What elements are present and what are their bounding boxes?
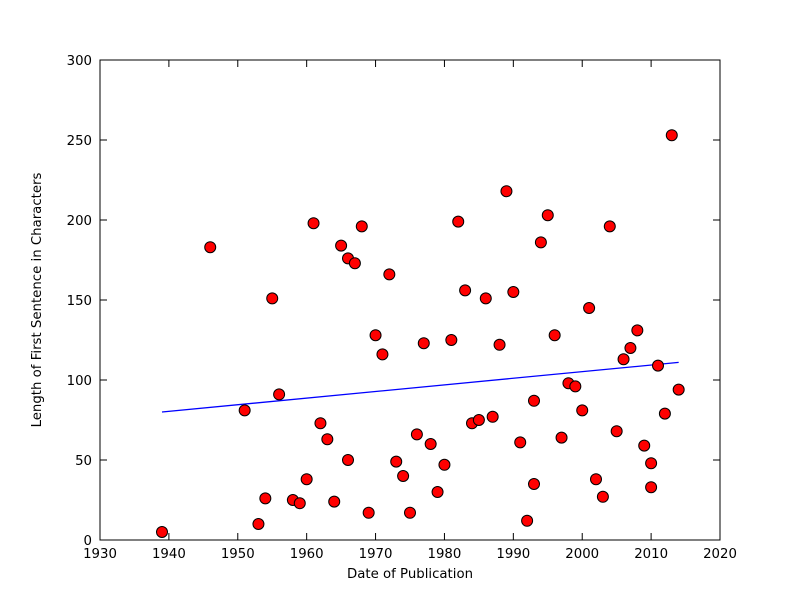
data-point bbox=[479, 292, 492, 305]
x-axis-label: Date of Publication bbox=[347, 567, 473, 582]
data-point bbox=[355, 220, 368, 233]
x-tick-label: 1960 bbox=[290, 547, 324, 562]
axes-frame bbox=[99, 59, 721, 541]
data-point bbox=[500, 185, 513, 198]
x-tick-label: 2020 bbox=[703, 547, 737, 562]
x-tick-label: 1990 bbox=[496, 547, 530, 562]
data-point bbox=[293, 497, 306, 510]
data-point bbox=[624, 342, 637, 354]
y-tick-label: 0 bbox=[84, 534, 92, 549]
x-tick-label: 1940 bbox=[152, 547, 186, 562]
data-point bbox=[534, 236, 547, 249]
data-point bbox=[417, 337, 430, 350]
y-tick-label: 250 bbox=[67, 134, 92, 149]
data-point bbox=[321, 433, 334, 446]
data-point bbox=[631, 324, 644, 337]
data-point bbox=[507, 286, 520, 298]
data-point bbox=[273, 388, 286, 401]
data-point bbox=[397, 470, 410, 482]
data-point bbox=[528, 478, 540, 490]
data-point bbox=[652, 359, 664, 372]
data-point bbox=[596, 490, 609, 503]
data-point bbox=[431, 486, 444, 498]
data-point bbox=[410, 428, 423, 441]
data-point bbox=[583, 302, 596, 314]
data-point bbox=[376, 348, 389, 361]
trend-line bbox=[161, 361, 679, 413]
data-point bbox=[438, 458, 451, 471]
y-tick-label: 300 bbox=[67, 54, 92, 69]
data-point bbox=[521, 514, 534, 527]
data-point bbox=[156, 526, 168, 538]
data-point bbox=[328, 495, 341, 508]
data-point bbox=[590, 473, 602, 486]
y-tick-label: 200 bbox=[67, 214, 92, 229]
data-point bbox=[645, 481, 658, 494]
data-point bbox=[528, 394, 540, 407]
data-point bbox=[445, 334, 458, 346]
data-point bbox=[307, 217, 320, 230]
data-point bbox=[238, 404, 251, 417]
data-point bbox=[404, 506, 416, 519]
data-point bbox=[541, 209, 554, 222]
data-point bbox=[569, 380, 582, 393]
data-point bbox=[452, 215, 465, 228]
y-tick-label: 150 bbox=[67, 294, 92, 309]
data-point bbox=[548, 329, 561, 342]
data-point bbox=[300, 473, 313, 486]
data-point bbox=[342, 454, 354, 466]
data-point bbox=[555, 431, 568, 444]
data-point bbox=[335, 239, 348, 252]
data-point bbox=[259, 492, 272, 505]
data-point bbox=[424, 438, 437, 450]
data-point bbox=[645, 457, 658, 470]
x-tick-label: 1980 bbox=[428, 547, 462, 562]
x-tick-label: 2010 bbox=[634, 547, 668, 562]
data-point bbox=[665, 129, 678, 142]
data-point bbox=[266, 292, 279, 305]
data-point bbox=[617, 353, 630, 366]
data-point bbox=[472, 414, 485, 426]
data-point bbox=[638, 439, 651, 452]
data-point bbox=[658, 407, 671, 420]
data-point bbox=[610, 425, 623, 438]
data-point bbox=[390, 455, 403, 468]
y-tick-label: 50 bbox=[75, 454, 92, 469]
data-point bbox=[348, 257, 361, 270]
data-point bbox=[252, 518, 265, 530]
data-point bbox=[369, 329, 382, 342]
x-tick-label: 1970 bbox=[359, 547, 393, 562]
data-point bbox=[514, 436, 527, 449]
data-point bbox=[314, 417, 327, 430]
y-axis-label: Length of First Sentence in Characters bbox=[30, 173, 45, 428]
data-point bbox=[672, 383, 685, 396]
data-point bbox=[603, 220, 616, 233]
data-point bbox=[383, 268, 396, 281]
data-point bbox=[486, 410, 499, 423]
data-point bbox=[204, 241, 217, 254]
data-point bbox=[362, 506, 375, 519]
data-point bbox=[576, 404, 589, 417]
x-tick-label: 1930 bbox=[83, 547, 117, 562]
data-point bbox=[459, 284, 472, 297]
x-tick-label: 1950 bbox=[221, 547, 255, 562]
data-point bbox=[493, 338, 506, 351]
y-tick-label: 100 bbox=[67, 374, 92, 389]
x-tick-label: 2000 bbox=[565, 547, 599, 562]
